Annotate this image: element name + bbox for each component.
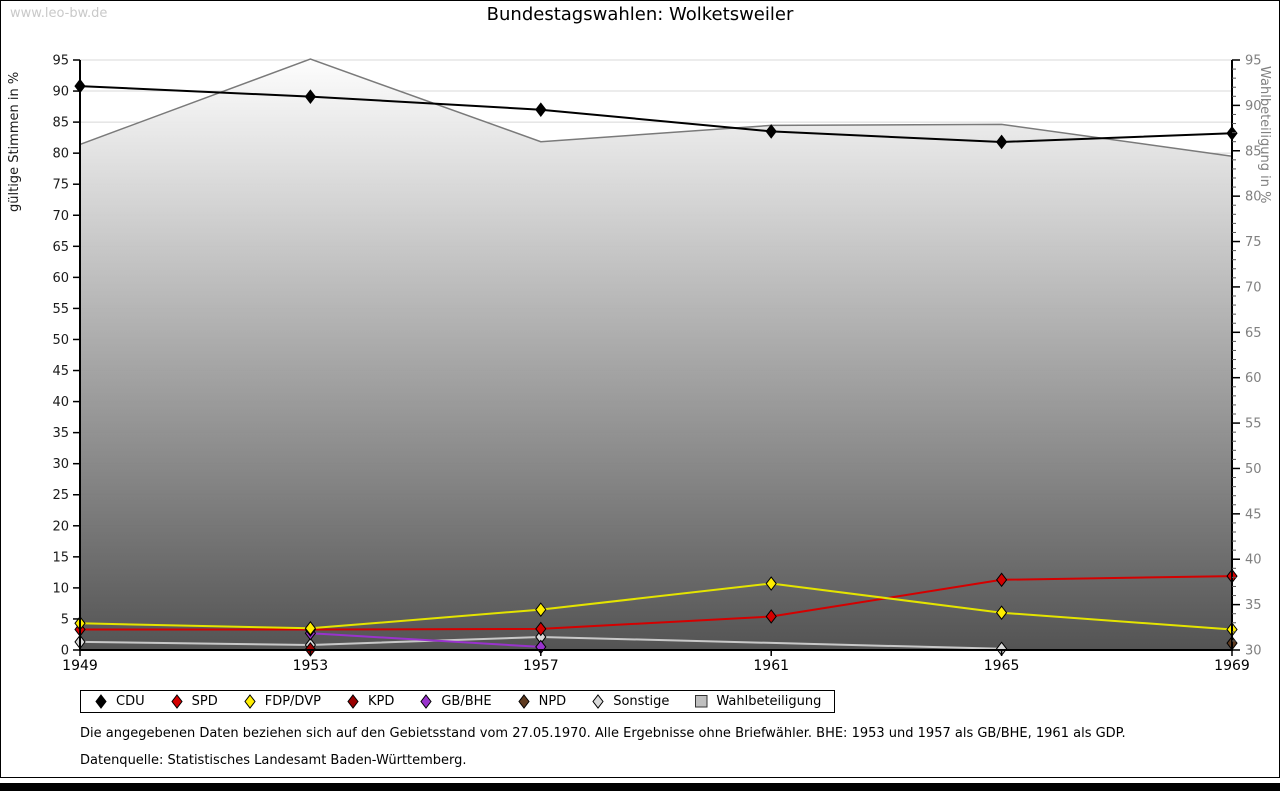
- turnout-area: [80, 59, 1232, 651]
- right-tick-label: 95: [1245, 54, 1262, 69]
- legend-label: FDP/DVP: [264, 694, 321, 709]
- series-line-fdp-dvp: [79, 582, 1233, 631]
- right-tick-label: 50: [1245, 462, 1262, 477]
- marker-fdp-dvp: [304, 620, 317, 636]
- legend-label: SPD: [191, 694, 218, 709]
- right-tick-label: 30: [1245, 644, 1262, 659]
- diamond-swatch-icon: [170, 694, 183, 709]
- right-tick-label: 35: [1245, 598, 1262, 613]
- diamond-swatch-icon: [347, 694, 359, 709]
- legend-item-kpd: KPD: [346, 694, 394, 709]
- bottom-bar: [0, 783, 1280, 791]
- footnote-datenquelle: Datenquelle: Statistisches Landesamt Bad…: [80, 753, 467, 768]
- right-tick-label: 40: [1245, 553, 1262, 568]
- marker-fdp-dvp: [995, 605, 1008, 621]
- right-tick-label: 85: [1245, 144, 1262, 159]
- legend-item-spd: SPD: [170, 694, 218, 709]
- left-axis-title: gültige Stimmen in %: [7, 72, 22, 212]
- left-tick-label: 25: [52, 488, 69, 503]
- footnote-gebietsstand: Die angegebenen Daten beziehen sich auf …: [80, 726, 1126, 741]
- legend-item-wahlbeteiligung: Wahlbeteiligung: [694, 694, 821, 709]
- legend-label: GB/BHE: [441, 694, 492, 709]
- right-tick-label: 75: [1245, 235, 1262, 250]
- right-tick-label: 45: [1245, 507, 1262, 522]
- left-tick-label: 35: [52, 426, 69, 441]
- marker-spd: [535, 621, 547, 637]
- x-tick-label: 1961: [753, 658, 789, 674]
- right-tick-label: 55: [1245, 417, 1262, 432]
- x-tick-label: 1957: [523, 658, 559, 674]
- legend: CDU SPD FDP/DVP KPD GB/BHE NPD Sonstige Wahlbet…: [80, 690, 836, 713]
- left-tick-label: 0: [61, 644, 69, 659]
- left-tick-label: 5: [61, 612, 69, 627]
- diamond-swatch-icon: [244, 694, 256, 709]
- left-tick-label: 60: [52, 271, 69, 286]
- marker-spd: [765, 609, 777, 624]
- x-tick-label: 1949: [62, 658, 98, 674]
- legend-label: CDU: [116, 694, 145, 709]
- right-axis-title: Wahlbeteiligung in %: [1257, 66, 1272, 203]
- x-tick-label: 1965: [984, 658, 1020, 674]
- marker-cdu: [765, 124, 777, 139]
- legend-item-sonstige: Sonstige: [591, 694, 669, 709]
- chart-plot: 0 5 10 15 20 25 30 35 40 45 50 55 60 65 70 75 80 85 90 95 30…: [7, 54, 1272, 675]
- marker-spd: [995, 572, 1008, 588]
- left-tick-label: 80: [52, 147, 69, 162]
- left-tick-label: 55: [52, 302, 69, 317]
- legend-item-npd: NPD: [517, 694, 567, 709]
- left-tick-label: 70: [52, 209, 69, 224]
- left-tick-label: 50: [52, 333, 69, 348]
- watermark: www.leo-bw.de: [10, 6, 108, 21]
- marker-cdu: [304, 89, 317, 104]
- right-tick-label: 80: [1245, 190, 1262, 205]
- legend-label: Sonstige: [613, 694, 670, 709]
- left-tick-label: 45: [52, 364, 69, 379]
- left-tick-label: 10: [52, 581, 69, 596]
- marker-fdp-dvp: [535, 602, 547, 617]
- turnout-line: [79, 58, 1233, 157]
- left-tick-label: 65: [52, 240, 69, 255]
- left-tick-label: 40: [52, 395, 69, 410]
- diamond-swatch-icon: [517, 694, 530, 709]
- diamond-swatch-icon: [95, 694, 107, 709]
- legend-item-cdu: CDU: [94, 694, 145, 709]
- x-tick-label: 1969: [1214, 658, 1250, 674]
- marker-fdp-dvp: [765, 576, 777, 591]
- marker-cdu: [995, 134, 1008, 150]
- right-tick-label: 60: [1245, 371, 1262, 386]
- right-tick-label: 90: [1245, 99, 1262, 114]
- left-tick-label: 20: [52, 519, 69, 534]
- legend-label: KPD: [367, 694, 395, 709]
- series-line-spd: [80, 575, 1233, 631]
- marker-cdu: [535, 102, 547, 118]
- diamond-swatch-icon: [592, 694, 604, 709]
- chart-title: Bundestagswahlen: Wolketsweiler: [486, 4, 794, 25]
- square-swatch-icon: [695, 695, 708, 708]
- series-line-gb-bhe: [310, 632, 541, 648]
- right-tick-label: 70: [1245, 280, 1262, 295]
- right-tick-label: 65: [1245, 326, 1262, 341]
- diamond-swatch-icon: [420, 694, 432, 709]
- left-tick-label: 85: [52, 116, 69, 131]
- left-tick-label: 90: [52, 85, 69, 100]
- left-tick-label: 75: [52, 178, 69, 193]
- legend-label: NPD: [538, 694, 567, 709]
- left-tick-label: 15: [52, 550, 69, 565]
- legend-label: Wahlbeteiligung: [716, 694, 822, 709]
- legend-item-gb-bhe: GB/BHE: [419, 694, 492, 709]
- series-line-cdu: [79, 85, 1233, 144]
- left-tick-label: 95: [52, 54, 69, 69]
- left-tick-label: 30: [52, 457, 69, 472]
- x-tick-label: 1953: [293, 658, 329, 674]
- legend-item-fdp-dvp: FDP/DVP: [243, 694, 321, 709]
